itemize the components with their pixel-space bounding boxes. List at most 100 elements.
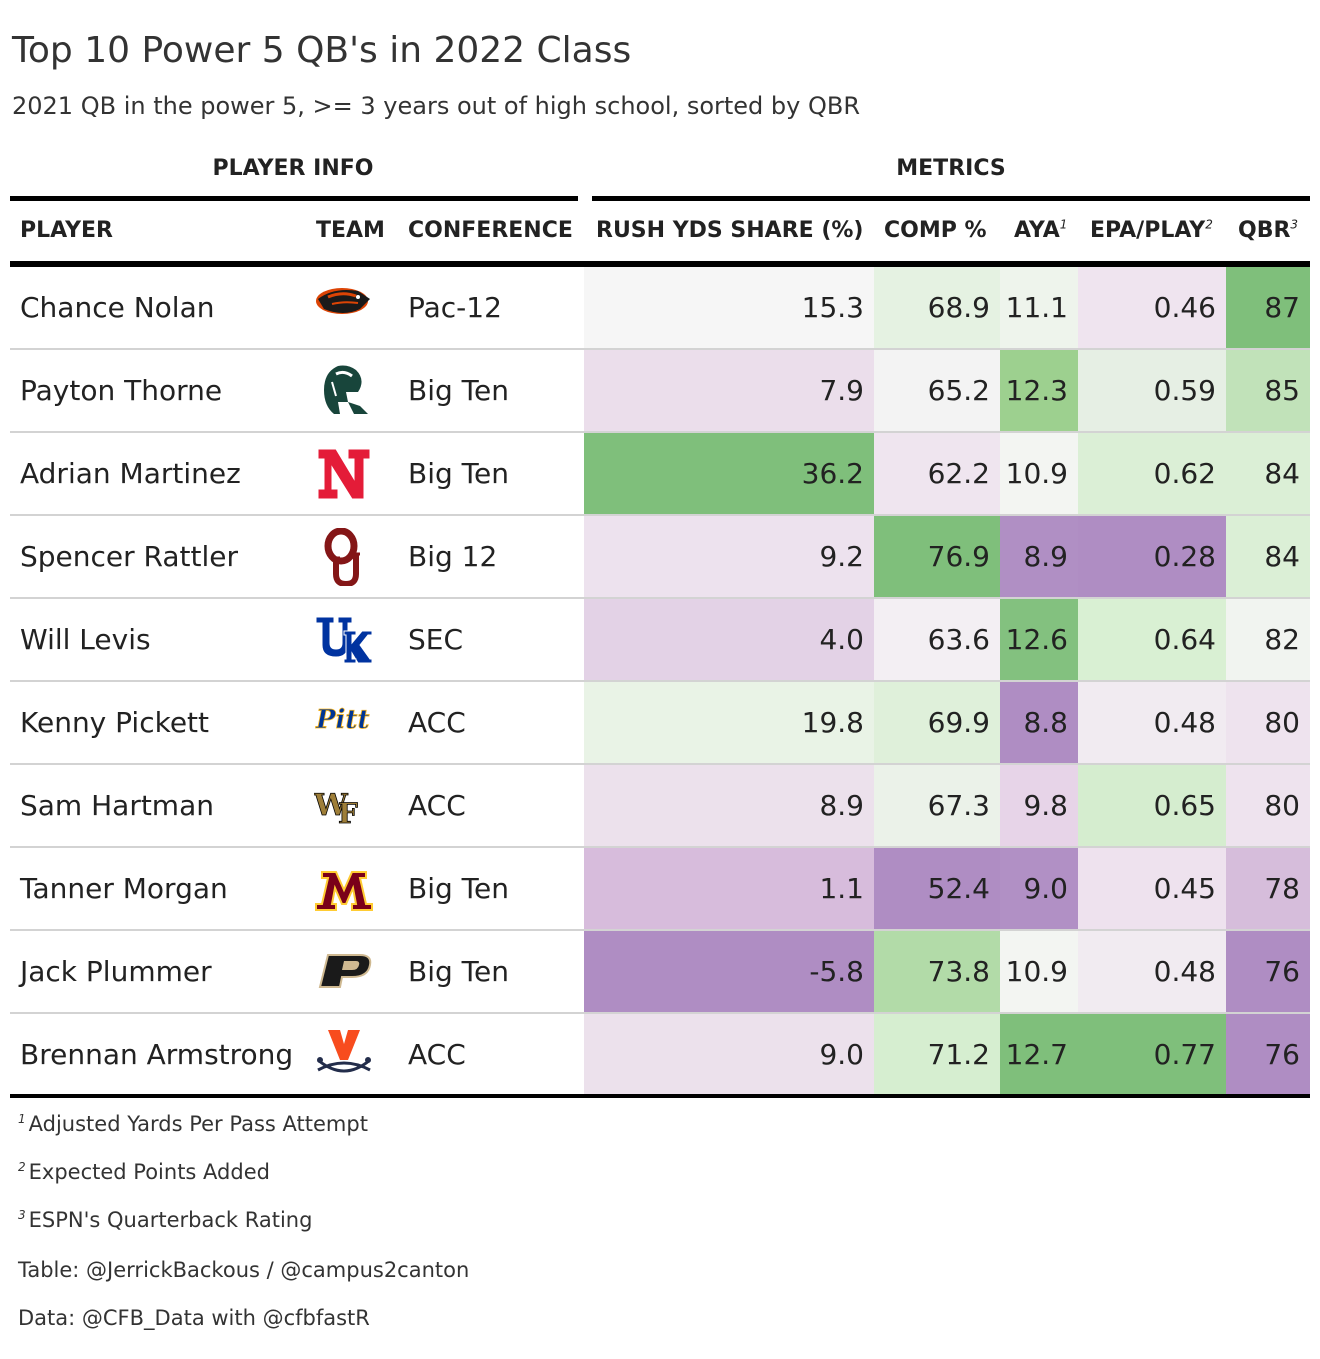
footnote-2-mark: 2 (18, 1160, 26, 1174)
qbr-value-cell: 84 (1226, 433, 1310, 515)
row-divider (10, 846, 1310, 848)
comp-value-cell: 67.3 (874, 765, 1000, 847)
row-divider (10, 431, 1310, 433)
epa-value-cell: 0.48 (1078, 931, 1226, 1013)
column-header-aya: AYA1 (1014, 218, 1067, 243)
rush-value-cell: 4.0 (584, 599, 874, 681)
player-name-cell: Will Levis (20, 623, 151, 656)
aya-value-cell: 10.9 (1000, 931, 1078, 1013)
epa-value-cell: 0.62 (1078, 433, 1226, 515)
row-divider (10, 1012, 1310, 1014)
table-row: Sam Hartman W F ACC 8.9 67.3 9.8 0.65 80 (10, 765, 1310, 848)
column-header-player: PLAYER (20, 218, 113, 243)
conference-cell: Pac-12 (408, 291, 502, 324)
conference-cell: Big 12 (408, 540, 498, 573)
rush-value-cell: 1.1 (584, 848, 874, 930)
rush-value-cell: 8.9 (584, 765, 874, 847)
epa-label: EPA/PLAY (1090, 218, 1206, 243)
conference-cell: Big Ten (408, 457, 509, 490)
footnote-3-mark: 3 (18, 1208, 26, 1222)
epa-value-cell: 0.77 (1078, 1014, 1226, 1096)
player-name-cell: Chance Nolan (20, 291, 215, 324)
comp-value-cell: 62.2 (874, 433, 1000, 515)
player-name-cell: Tanner Morgan (20, 872, 228, 905)
aya-value-cell: 9.8 (1000, 765, 1078, 847)
table-title: Top 10 Power 5 QB's in 2022 Class (12, 30, 632, 71)
epa-value-cell: 0.65 (1078, 765, 1226, 847)
table-row: Chance Nolan Pac-12 15.3 68.9 11.1 0.46 87 (10, 267, 1310, 350)
source-credit-data: Data: @CFB_Data with @cfbfastR (18, 1306, 370, 1330)
qbr-value-cell: 80 (1226, 682, 1310, 764)
qbr-value-cell: 80 (1226, 765, 1310, 847)
spanner-metrics: METRICS (896, 156, 1006, 181)
column-header-epa-play: EPA/PLAY2 (1090, 218, 1213, 243)
footnote-2: 2 Expected Points Added (18, 1160, 270, 1184)
column-header-qbr: QBR3 (1238, 218, 1298, 243)
aya-value-cell: 9.0 (1000, 848, 1078, 930)
row-divider (10, 348, 1310, 350)
aya-value-cell: 8.8 (1000, 682, 1078, 764)
spanner-metrics-rule (592, 196, 1310, 201)
footnote-1-mark: 1 (18, 1112, 26, 1126)
purdue-p-icon (314, 943, 374, 1001)
rush-value-cell: -5.8 (584, 931, 874, 1013)
rush-value-cell: 9.2 (584, 516, 874, 598)
column-header-team: TEAM (316, 218, 385, 243)
player-name-cell: Jack Plummer (20, 955, 212, 988)
comp-value-cell: 73.8 (874, 931, 1000, 1013)
conference-cell: SEC (408, 623, 464, 656)
comp-value-cell: 63.6 (874, 599, 1000, 681)
source-credit-table: Table: @JerrickBackous / @campus2canton (18, 1258, 470, 1282)
aya-value-cell: 12.3 (1000, 350, 1078, 432)
table-body: Chance Nolan Pac-12 15.3 68.9 11.1 0.46 87 Payt… (10, 267, 1310, 1096)
minnesota-m-icon (314, 860, 374, 918)
table-row: Payton Thorne Big Ten 7.9 65.2 12.3 0.59 85 (10, 350, 1310, 433)
footnote-1: 1 Adjusted Yards Per Pass Attempt (18, 1112, 368, 1136)
table-row: Adrian Martinez Big Ten 36.2 62.2 10.9 0.62 84 (10, 433, 1310, 516)
qbr-footnote-mark: 3 (1290, 217, 1299, 232)
qbr-value-cell: 76 (1226, 931, 1310, 1013)
table-subtitle: 2021 QB in the power 5, >= 3 years out o… (12, 92, 861, 120)
rush-value-cell: 15.3 (584, 267, 874, 349)
conference-cell: ACC (408, 1038, 466, 1071)
qbr-value-cell: 76 (1226, 1014, 1310, 1096)
aya-value-cell: 10.9 (1000, 433, 1078, 515)
table-row: Tanner Morgan Big Ten 1.1 52.4 9.0 0.45 78 (10, 848, 1310, 931)
table-row: Will Levis SEC 4.0 63.6 12.6 0.64 82 (10, 599, 1310, 682)
row-divider (10, 929, 1310, 931)
comp-value-cell: 69.9 (874, 682, 1000, 764)
player-name-cell: Kenny Pickett (20, 706, 209, 739)
comp-value-cell: 52.4 (874, 848, 1000, 930)
aya-value-cell: 8.9 (1000, 516, 1078, 598)
row-divider (10, 763, 1310, 765)
row-divider (10, 514, 1310, 516)
rush-value-cell: 7.9 (584, 350, 874, 432)
conference-cell: Big Ten (408, 955, 509, 988)
qbr-value-cell: 78 (1226, 848, 1310, 930)
pitt-script-icon: Pitt (314, 694, 374, 752)
comp-value-cell: 68.9 (874, 267, 1000, 349)
epa-value-cell: 0.59 (1078, 350, 1226, 432)
header-bottom-rule (10, 261, 1310, 267)
player-name-cell: Spencer Rattler (20, 540, 239, 573)
column-header-rush-yds-share: RUSH YDS SHARE (%) (596, 218, 864, 243)
aya-value-cell: 12.7 (1000, 1014, 1078, 1096)
comp-value-cell: 71.2 (874, 1014, 1000, 1096)
row-divider (10, 597, 1310, 599)
conference-cell: Big Ten (408, 374, 509, 407)
michigan-state-spartan-icon (314, 362, 374, 420)
column-header-conference: CONFERENCE (408, 218, 573, 243)
oklahoma-ou-icon (314, 527, 374, 588)
table-row: Spencer Rattler Big 12 9.2 76.9 8.9 0.28 84 (10, 516, 1310, 599)
qbr-value-cell: 85 (1226, 350, 1310, 432)
footnote-3-text: ESPN's Quarterback Rating (28, 1208, 313, 1232)
player-name-cell: Adrian Martinez (20, 457, 241, 490)
player-name-cell: Brennan Armstrong (20, 1038, 294, 1071)
virginia-sabres-icon (314, 1026, 374, 1084)
epa-value-cell: 0.45 (1078, 848, 1226, 930)
aya-value-cell: 12.6 (1000, 599, 1078, 681)
aya-value-cell: 11.1 (1000, 267, 1078, 349)
footnote-3: 3 ESPN's Quarterback Rating (18, 1208, 312, 1232)
row-divider (10, 680, 1310, 682)
